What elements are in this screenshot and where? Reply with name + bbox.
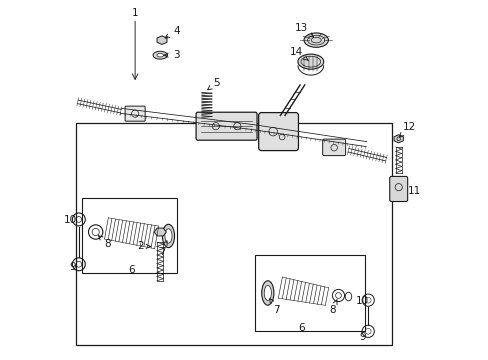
Bar: [255, 255, 364, 330]
Text: 8: 8: [328, 300, 336, 315]
Polygon shape: [154, 228, 166, 236]
Text: 14: 14: [289, 46, 307, 60]
Ellipse shape: [297, 54, 323, 69]
FancyBboxPatch shape: [125, 106, 145, 121]
Text: 10: 10: [356, 296, 368, 306]
Text: 4: 4: [165, 26, 179, 38]
Ellipse shape: [261, 281, 273, 305]
Ellipse shape: [157, 53, 163, 57]
Text: 5: 5: [207, 78, 220, 90]
Text: 7: 7: [269, 299, 280, 315]
Text: 9: 9: [70, 262, 76, 272]
Ellipse shape: [304, 33, 328, 47]
Text: 6: 6: [298, 323, 305, 333]
Ellipse shape: [264, 285, 271, 301]
Text: 7: 7: [159, 241, 167, 257]
Polygon shape: [393, 135, 403, 143]
Ellipse shape: [164, 229, 172, 243]
Text: 3: 3: [163, 50, 179, 60]
Text: 13: 13: [295, 23, 313, 37]
Text: 9: 9: [359, 332, 366, 342]
Text: 10: 10: [63, 215, 77, 225]
Ellipse shape: [153, 51, 167, 59]
Bar: [76, 123, 391, 345]
Text: 8: 8: [98, 236, 111, 249]
Bar: [82, 198, 177, 273]
Text: 2: 2: [137, 241, 150, 251]
Text: 1: 1: [132, 8, 138, 18]
FancyBboxPatch shape: [196, 112, 257, 140]
Text: 6: 6: [128, 265, 135, 275]
FancyBboxPatch shape: [258, 113, 298, 150]
FancyBboxPatch shape: [322, 139, 345, 156]
Text: 11: 11: [407, 186, 420, 197]
Ellipse shape: [162, 224, 174, 248]
Text: 12: 12: [399, 122, 415, 137]
Polygon shape: [157, 36, 166, 44]
FancyBboxPatch shape: [389, 176, 407, 202]
